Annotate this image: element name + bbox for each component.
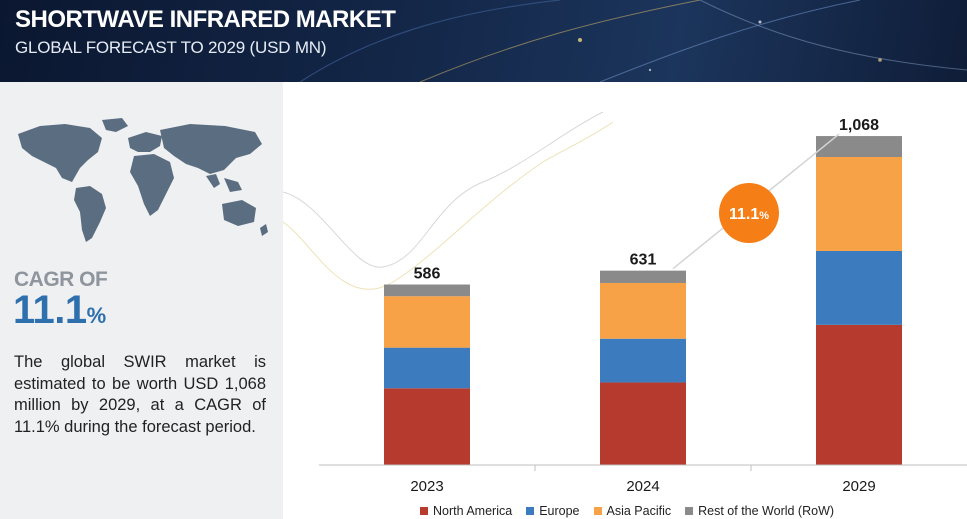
bar-segment-2023-europe [384,347,470,389]
stacked-bar-chart: 586 631 1,068 2023 2024 2029 11.1% [283,111,967,495]
total-label-2029: 1,068 [839,117,879,134]
header-banner: SHORTWAVE INFRARED MARKET GLOBAL FORECAS… [0,0,967,82]
legend-item-north-america: North America [420,504,512,518]
header-decoration [299,0,967,82]
bar-segment-2023-north-america [384,388,470,465]
legend-swatch [420,507,428,515]
bar-segment-2024-north-america [600,382,686,465]
world-map-icon [18,118,268,242]
x-tick-label-2024: 2024 [626,478,659,495]
legend-label: Europe [539,504,580,518]
cagr-badge-label: 11.1% [729,206,769,223]
bar-segment-2029-north-america [816,324,902,465]
cagr-unit: % [86,303,107,328]
chart-area: 586 631 1,068 2023 2024 2029 11.1% [283,82,967,519]
legend-swatch [685,507,694,515]
cagr-number: 11.1 [13,288,87,332]
total-label-2023: 586 [414,266,441,283]
bar-segment-2023-rest-of-the-world-row [384,284,470,297]
legend-swatch [593,507,602,515]
bar-segment-2024-asia-pacific [600,282,686,339]
cagr-badge [719,183,779,243]
bar-segment-2024-europe [600,338,686,383]
legend-swatch [526,507,535,515]
total-label-2024: 631 [630,252,657,269]
page-subtitle: GLOBAL FORECAST TO 2029 (USD MN) [15,38,327,57]
legend-label: Rest of the World (RoW) [698,504,835,518]
bar-segment-2024-rest-of-the-world-row [600,270,686,283]
summary-description: The global SWIR market is estimated to b… [14,353,266,436]
bar-segment-2029-rest-of-the-world-row [816,136,902,157]
bar-segment-2029-europe [816,250,902,325]
cagr-label: CAGR OF [14,268,108,291]
legend-item-europe: Europe [526,504,580,518]
page-title: SHORTWAVE INFRARED MARKET [15,6,396,33]
legend-label: Asia Pacific [606,504,672,518]
legend-label: North America [433,504,513,518]
legend-item-rest-of-the-world-row: Rest of the World (RoW) [685,504,834,518]
x-tick-label-2023: 2023 [410,478,443,495]
background-wave-lines [283,111,614,290]
bar-segment-2029-asia-pacific [816,157,902,251]
chart-legend: North America Europe Asia Pacific Rest of t… [420,503,848,519]
cagr-value: 11.1% [13,288,106,333]
bar-segment-2023-asia-pacific [384,296,470,348]
x-tick-label-2029: 2029 [842,478,875,495]
legend-item-asia-pacific: Asia Pacific [593,504,672,518]
summary-panel: CAGR OF 11.1% The global SWIR market is … [0,82,283,519]
